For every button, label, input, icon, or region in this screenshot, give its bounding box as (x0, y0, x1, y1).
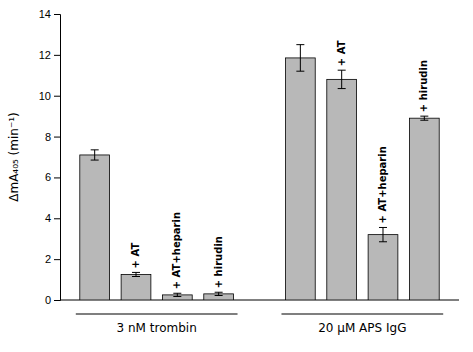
y-tick-mark (54, 218, 60, 219)
bar-annotation: + AT (130, 243, 141, 269)
error-bar-cap (338, 88, 346, 89)
bar-annotation: + AT (336, 40, 347, 66)
bar-annotation: + AT+heparin (377, 146, 388, 223)
error-bar-cap (296, 71, 304, 72)
y-tick-mark (54, 300, 60, 301)
bar (80, 155, 110, 300)
marks (80, 45, 439, 300)
error-bar-cap (338, 70, 346, 71)
y-tick-mark (54, 55, 60, 56)
error-bar (215, 292, 223, 295)
y-tick: 0 (45, 294, 60, 306)
y-tick-mark (54, 96, 60, 97)
group-bracket (76, 313, 238, 314)
group-label: 20 μM APS IgG (318, 321, 406, 335)
y-tick-label: 4 (45, 212, 51, 224)
y-axis: 0 2 4 6 8 10 12 14 (39, 8, 61, 306)
y-tick: 8 (45, 131, 60, 143)
bar (121, 274, 151, 300)
error-bar-cap (420, 120, 428, 121)
y-axis-line (54, 15, 61, 301)
y-tick: 2 (45, 253, 60, 265)
error-bar (91, 150, 99, 160)
bar-annotation: + hirudin (213, 236, 224, 288)
group-label: 3 nM trombin (117, 321, 197, 335)
error-bar-stem (94, 150, 95, 160)
y-tick-mark (54, 137, 60, 138)
error-bar-cap (420, 116, 428, 117)
error-bar-cap (91, 160, 99, 161)
error-bar-cap (215, 292, 223, 293)
error-bar (379, 227, 387, 241)
bar (285, 58, 315, 300)
error-bar-cap (91, 149, 99, 150)
error-bar (338, 70, 346, 88)
error-bar (296, 45, 304, 72)
error-bar-cap (379, 241, 387, 242)
y-tick-mark (54, 259, 60, 260)
error-bar-cap (132, 272, 140, 273)
bar (409, 118, 439, 300)
plot: 0 2 4 6 8 10 12 14 ΔmA₄₀₅ (min⁻¹) + AT + AT+hepari… (7, 8, 459, 335)
error-bar-cap (379, 227, 387, 228)
bar (368, 235, 398, 300)
error-bar-cap (173, 296, 181, 297)
y-tick: 12 (39, 49, 60, 61)
y-tick: 4 (45, 212, 60, 224)
y-tick-mark (54, 177, 60, 178)
error-bar (132, 272, 140, 276)
y-tick-label: 0 (45, 294, 51, 306)
error-bar-cap (296, 44, 304, 45)
y-tick-label: 2 (45, 253, 51, 265)
y-tick: 10 (39, 90, 60, 102)
error-bar (173, 293, 181, 296)
y-tick: 6 (45, 171, 60, 183)
y-axis-label: ΔmA₄₀₅ (min⁻¹) (7, 112, 21, 202)
error-bar-stem (136, 272, 137, 276)
y-tick-label: 10 (39, 90, 51, 102)
y-tick-label: 6 (45, 171, 51, 183)
y-tick-label: 8 (45, 131, 51, 143)
annotations: + AT + AT+heparin + hirudin + AT + AT+hepari… (130, 40, 429, 289)
error-bar-stem (424, 116, 425, 120)
error-bar (420, 116, 428, 120)
error-bar-cap (132, 276, 140, 277)
group-bracket (281, 313, 443, 314)
bar (327, 79, 357, 300)
error-bar-cap (215, 295, 223, 296)
error-bar-stem (382, 227, 383, 241)
y-tick-label: 12 (39, 49, 51, 61)
error-bar-cap (173, 293, 181, 294)
y-tick: 14 (39, 8, 60, 20)
y-tick-mark (54, 14, 60, 15)
bar-annotation: + AT+heparin (171, 212, 182, 289)
y-tick-label: 14 (39, 8, 51, 20)
error-bar-stem (300, 45, 301, 72)
bar-annotation: + hirudin (418, 60, 429, 112)
chart: 0 2 4 6 8 10 12 14 ΔmA₄₀₅ (min⁻¹) + AT + AT+hepari… (0, 0, 473, 352)
x-axis-line (60, 300, 459, 301)
error-bar-stem (341, 70, 342, 88)
